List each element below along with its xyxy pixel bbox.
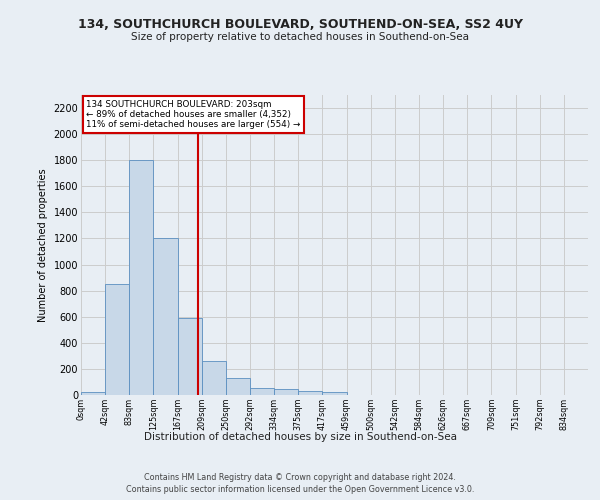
Text: Size of property relative to detached houses in Southend-on-Sea: Size of property relative to detached ho… (131, 32, 469, 42)
Bar (202, 361, 226, 395)
Y-axis label: Number of detached properties: Number of detached properties (38, 168, 48, 322)
Bar (250, 388, 274, 395)
Text: Distribution of detached houses by size in Southend-on-Sea: Distribution of detached houses by size … (143, 432, 457, 442)
Bar (81, 392, 105, 395)
Bar (298, 391, 322, 395)
Text: 134, SOUTHCHURCH BOULEVARD, SOUTHEND-ON-SEA, SS2 4UY: 134, SOUTHCHURCH BOULEVARD, SOUTHEND-ON-… (77, 18, 523, 30)
Bar (226, 378, 250, 395)
Bar (322, 392, 347, 395)
Text: Contains public sector information licensed under the Open Government Licence v3: Contains public sector information licen… (126, 485, 474, 494)
Text: Contains HM Land Registry data © Crown copyright and database right 2024.: Contains HM Land Registry data © Crown c… (144, 472, 456, 482)
Bar (105, 284, 129, 395)
Bar (154, 238, 178, 395)
Bar (178, 318, 202, 395)
Bar (274, 389, 298, 395)
Text: 134 SOUTHCHURCH BOULEVARD: 203sqm
← 89% of detached houses are smaller (4,352)
1: 134 SOUTHCHURCH BOULEVARD: 203sqm ← 89% … (86, 100, 301, 130)
Bar (129, 160, 154, 395)
